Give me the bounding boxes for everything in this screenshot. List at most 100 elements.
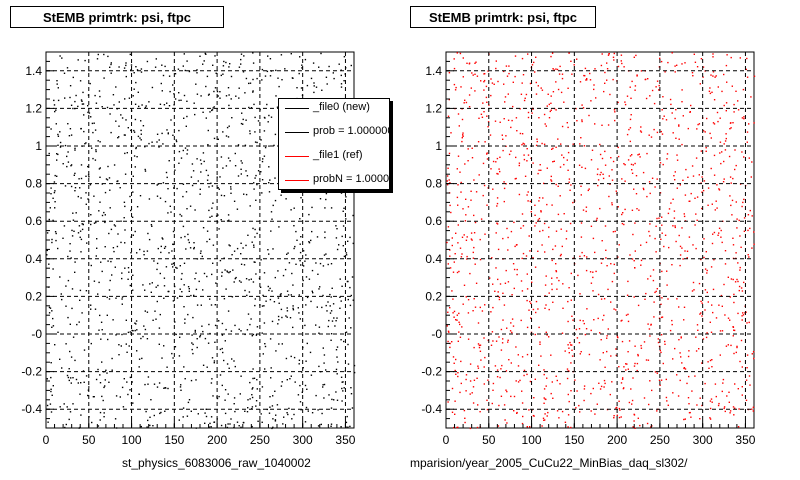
data-point	[634, 222, 636, 224]
data-point	[597, 179, 600, 181]
data-point	[255, 199, 257, 201]
data-point	[172, 230, 175, 233]
data-point	[325, 76, 328, 78]
data-point	[740, 246, 742, 248]
data-point	[251, 241, 253, 243]
data-point	[667, 298, 669, 300]
data-point	[492, 188, 494, 190]
data-point	[227, 87, 230, 89]
data-point	[628, 340, 631, 342]
data-point	[148, 198, 151, 200]
data-point	[753, 75, 756, 77]
data-point	[90, 308, 92, 310]
data-point	[713, 99, 716, 101]
data-point	[735, 90, 737, 92]
data-point	[78, 427, 80, 429]
data-point	[480, 218, 483, 220]
data-point	[634, 267, 636, 269]
data-point	[252, 227, 254, 230]
data-point	[121, 117, 124, 119]
data-point	[256, 141, 258, 144]
data-point	[611, 169, 613, 171]
data-point	[676, 64, 678, 66]
data-point	[52, 317, 54, 320]
data-point	[557, 213, 560, 216]
data-point	[745, 311, 747, 313]
data-point	[596, 173, 599, 176]
data-point	[538, 364, 540, 366]
data-point	[492, 283, 494, 285]
data-point	[701, 315, 703, 317]
data-point	[567, 426, 569, 428]
data-point	[170, 211, 172, 213]
data-point	[206, 275, 208, 278]
data-point	[672, 225, 674, 227]
data-point	[94, 94, 96, 97]
data-point	[516, 130, 518, 132]
data-point	[535, 144, 538, 147]
data-point	[187, 286, 190, 288]
data-point	[634, 345, 636, 347]
data-point	[105, 178, 108, 180]
data-point	[650, 136, 653, 138]
data-point	[51, 238, 53, 241]
data-point	[254, 298, 256, 300]
data-point	[697, 329, 699, 331]
data-point	[144, 328, 147, 331]
data-point	[487, 379, 489, 381]
data-point	[266, 103, 268, 106]
data-point	[555, 263, 557, 265]
data-point	[221, 275, 223, 277]
data-point	[204, 412, 206, 414]
data-point	[95, 149, 97, 151]
data-point	[112, 319, 114, 321]
data-point	[449, 267, 452, 269]
data-point	[205, 415, 208, 418]
data-point	[593, 319, 595, 321]
data-point	[207, 94, 210, 96]
data-point	[91, 421, 93, 424]
data-point	[608, 175, 610, 177]
data-point	[53, 191, 56, 194]
data-point	[328, 319, 330, 322]
data-point	[663, 115, 665, 117]
data-point	[140, 71, 143, 73]
data-point	[221, 384, 223, 387]
data-point	[747, 229, 749, 232]
legend-line-prob	[285, 132, 309, 133]
data-point	[251, 406, 254, 408]
data-point	[568, 352, 570, 354]
data-point	[257, 120, 260, 122]
data-point	[335, 237, 338, 239]
data-point	[286, 307, 288, 309]
data-point	[308, 242, 311, 244]
data-point	[100, 261, 102, 263]
data-point	[182, 65, 184, 67]
data-point	[592, 290, 594, 292]
data-point	[722, 382, 724, 384]
data-point	[486, 399, 488, 401]
data-point	[99, 176, 101, 178]
data-point	[167, 387, 169, 390]
data-point	[290, 294, 292, 296]
data-point	[70, 165, 72, 167]
data-point	[297, 307, 299, 309]
data-point	[472, 251, 474, 254]
data-point	[286, 253, 288, 255]
data-point	[629, 86, 631, 88]
data-point	[179, 265, 181, 267]
data-point	[552, 68, 554, 70]
data-point	[335, 368, 338, 371]
data-point	[647, 323, 649, 325]
data-point	[685, 168, 687, 171]
data-point	[115, 395, 118, 397]
data-point	[323, 254, 326, 256]
data-point	[534, 378, 536, 380]
data-point	[651, 389, 653, 392]
data-point	[260, 171, 262, 173]
left-caption: st_physics_6083006_raw_1040002	[122, 456, 311, 470]
data-point	[262, 158, 264, 160]
data-point	[223, 257, 225, 259]
data-point	[633, 188, 635, 190]
data-point	[252, 281, 255, 283]
